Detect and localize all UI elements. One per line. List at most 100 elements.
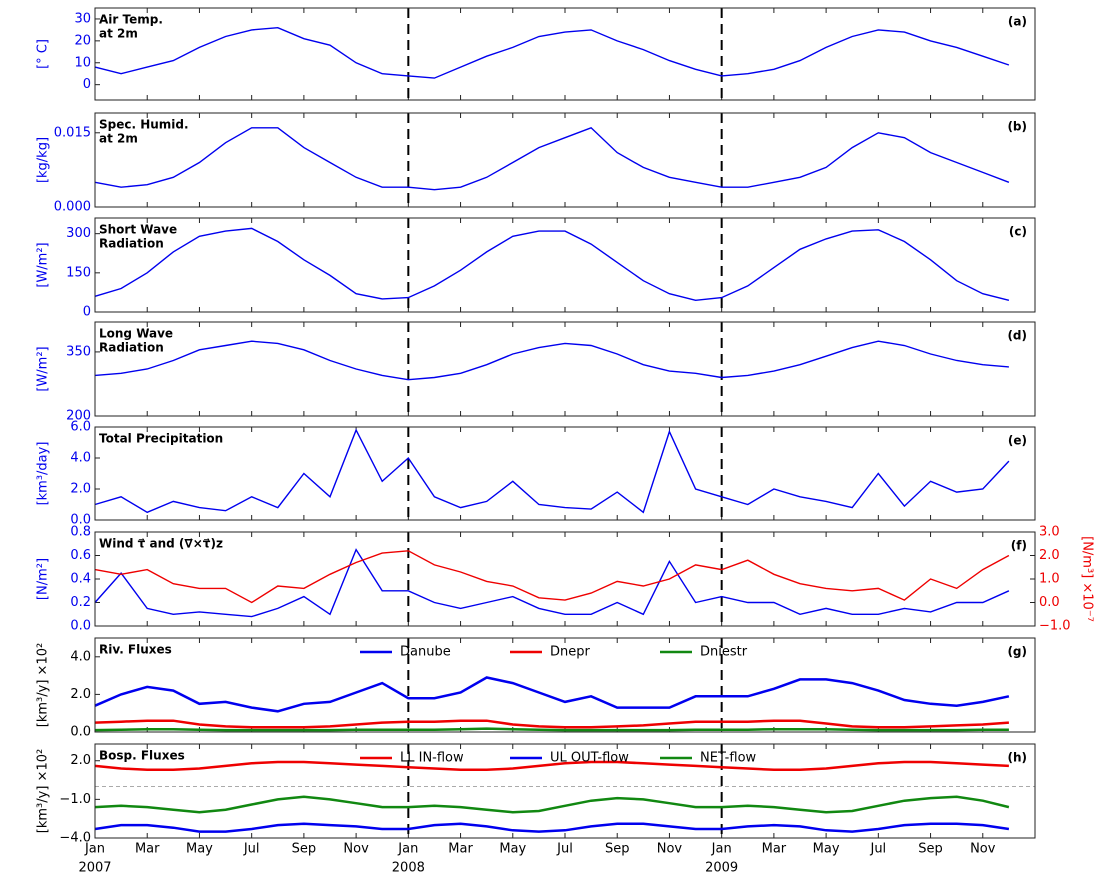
plot-frame bbox=[94, 426, 1036, 521]
panel-tag: (c) bbox=[1009, 225, 1027, 239]
plot-frame bbox=[94, 112, 1036, 208]
y-tick-label: 30 bbox=[74, 11, 91, 26]
plot-frame bbox=[94, 321, 1036, 417]
panel-tag: (d) bbox=[1007, 329, 1027, 343]
legend-label: Dniestr bbox=[700, 645, 748, 660]
x-tick-label: Jul bbox=[869, 842, 886, 857]
y-tick-label: 0.015 bbox=[54, 125, 91, 140]
x-tick-label: May bbox=[186, 842, 213, 857]
y2-tick-label: 2.0 bbox=[1039, 548, 1060, 563]
series-line bbox=[94, 26, 1010, 79]
plot-frame bbox=[94, 531, 1036, 627]
y-tick-label: 0.4 bbox=[70, 572, 91, 587]
x-tick-label: Jan bbox=[711, 842, 732, 857]
y-tick-label: 0 bbox=[83, 77, 91, 92]
series-line bbox=[94, 676, 1010, 713]
y-axis-label: [° C] bbox=[36, 39, 51, 69]
x-tick-label: Nov bbox=[970, 842, 996, 857]
panel-label: Air Temp. bbox=[99, 13, 163, 27]
x-tick-label: Sep bbox=[605, 842, 630, 857]
year-label: 2007 bbox=[78, 861, 111, 876]
y-tick-label: 0 bbox=[83, 305, 91, 320]
y-tick-label: 0.2 bbox=[70, 595, 91, 610]
y-tick-label: 6.0 bbox=[70, 420, 91, 435]
x-tick-label: May bbox=[499, 842, 526, 857]
panel-tag: (f) bbox=[1011, 539, 1027, 553]
x-tick-label: Jan bbox=[397, 842, 418, 857]
y-tick-label: 2.0 bbox=[70, 753, 91, 768]
x-tick-label: Jan bbox=[84, 842, 105, 857]
y-tick-label: 20 bbox=[74, 33, 91, 48]
y-tick-label: 4.0 bbox=[70, 649, 91, 664]
x-tick-label: May bbox=[813, 842, 840, 857]
legend-label: UL OUT-flow bbox=[550, 751, 629, 766]
y-axis-label: [W/m²] bbox=[36, 242, 51, 287]
y-tick-label: 0.000 bbox=[54, 200, 91, 215]
x-tick-label: Mar bbox=[135, 842, 160, 857]
legend-label: LL IN-flow bbox=[400, 751, 464, 766]
y-tick-label: 300 bbox=[66, 226, 91, 241]
y-tick-label: 2.0 bbox=[70, 687, 91, 702]
y-tick-label: 2.0 bbox=[70, 482, 91, 497]
series-line bbox=[94, 727, 1009, 732]
series-line bbox=[94, 719, 1009, 729]
y-tick-label: 10 bbox=[74, 55, 91, 70]
legend-label: Dnepr bbox=[550, 645, 590, 660]
panel-tag: (a) bbox=[1008, 15, 1027, 29]
y2-tick-label: 3.0 bbox=[1039, 525, 1060, 540]
x-tick-label: Sep bbox=[918, 842, 943, 857]
y-axis-label: [N/m²] bbox=[36, 558, 51, 600]
plot-frame bbox=[94, 637, 1036, 733]
y-axis-label: [kg/kg] bbox=[36, 137, 51, 183]
panel-label: Wind τ⃗ and (∇⃗×τ⃗)z bbox=[99, 537, 223, 551]
panel-label: at 2m bbox=[99, 132, 138, 146]
plot-frame bbox=[94, 217, 1036, 313]
y-axis-label: [km³/y] ×10² bbox=[36, 749, 51, 833]
x-tick-label: Jul bbox=[243, 842, 260, 857]
x-tick-label: Jul bbox=[556, 842, 573, 857]
series-line bbox=[94, 760, 1009, 772]
x-tick-label: Nov bbox=[343, 842, 369, 857]
x-tick-label: Mar bbox=[448, 842, 473, 857]
year-label: 2008 bbox=[392, 861, 425, 876]
year-label: 2009 bbox=[705, 861, 738, 876]
y-tick-label: −1.0 bbox=[59, 792, 91, 807]
y-axis-label: [W/m²] bbox=[36, 346, 51, 391]
panel-label: Riv. Fluxes bbox=[99, 643, 172, 657]
y2-tick-label: −1.0 bbox=[1039, 619, 1071, 634]
x-tick-label: Mar bbox=[762, 842, 787, 857]
y-tick-label: 150 bbox=[66, 265, 91, 280]
panel-tag: (h) bbox=[1007, 751, 1027, 765]
series-line bbox=[94, 227, 1010, 302]
series-line bbox=[94, 795, 1010, 814]
legend-label: Danube bbox=[400, 645, 451, 660]
x-tick-label: Sep bbox=[292, 842, 317, 857]
y2-tick-label: 1.0 bbox=[1039, 572, 1060, 587]
series-line bbox=[94, 550, 1010, 604]
y-tick-label: 4.0 bbox=[70, 451, 91, 466]
series-line bbox=[94, 428, 1010, 514]
y-tick-label: −4.0 bbox=[59, 831, 91, 846]
series-line bbox=[94, 822, 1010, 833]
panel-label: Total Precipitation bbox=[99, 432, 223, 446]
y-tick-label: 0.0 bbox=[70, 725, 91, 740]
y-tick-label: 0.6 bbox=[70, 548, 91, 563]
series-line bbox=[94, 548, 1010, 618]
y-axis-label: [km³/day] bbox=[36, 442, 51, 506]
y2-axis-label: [N/m³] ×10⁻⁷ bbox=[1080, 536, 1095, 622]
y-tick-label: 350 bbox=[66, 344, 91, 359]
panel-label: Radiation bbox=[99, 341, 164, 355]
legend-label: NET-flow bbox=[700, 751, 757, 766]
panel-label: Long Wave bbox=[99, 327, 173, 341]
y-tick-label: 0.8 bbox=[70, 525, 91, 540]
y-tick-label: 200 bbox=[66, 409, 91, 424]
panel-label: Bosp. Fluxes bbox=[99, 749, 185, 763]
y-tick-label: 0.0 bbox=[70, 513, 91, 528]
plot-frame bbox=[94, 7, 1036, 101]
panel-label: Radiation bbox=[99, 237, 164, 251]
panel-tag: (e) bbox=[1008, 434, 1027, 448]
y-axis-label: [km³/y] ×10² bbox=[36, 643, 51, 727]
panel-label: Spec. Humid. bbox=[99, 118, 189, 132]
plot-frame bbox=[94, 743, 1036, 839]
